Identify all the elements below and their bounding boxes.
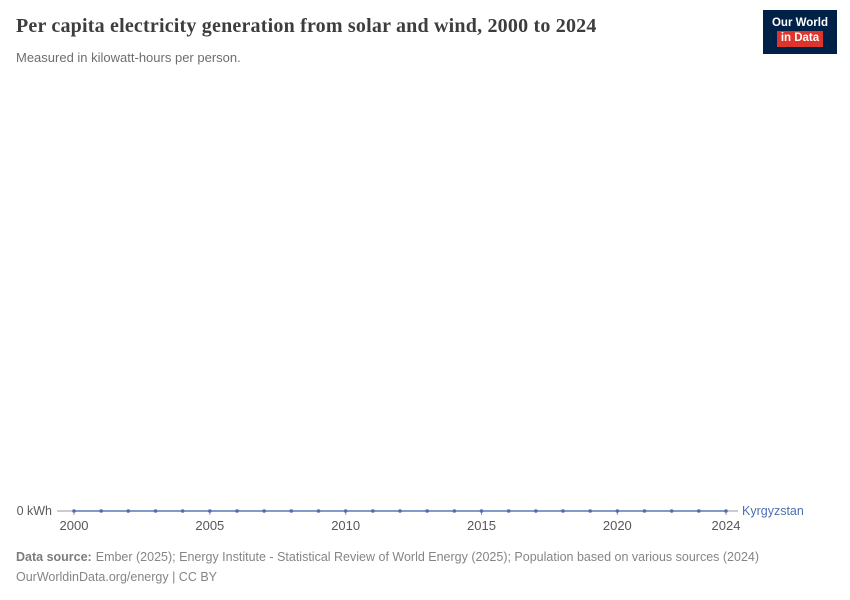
owid-logo-line1: Our World xyxy=(771,17,828,29)
license-line: OurWorldinData.org/energy | CC BY xyxy=(16,570,218,584)
y-axis-zero-label: 0 kWh xyxy=(16,504,52,518)
x-tick-label: 2005 xyxy=(195,518,225,533)
x-tick-label: 2000 xyxy=(59,518,89,533)
owid-logo-line2: in Data xyxy=(772,30,828,47)
datasource-label: Data source: xyxy=(16,550,92,564)
page-title: Per capita electricity generation from s… xyxy=(16,15,597,37)
x-tick-label: 2020 xyxy=(602,518,632,533)
x-axis-ticks: 2000 2005 2010 2015 2020 2024 xyxy=(0,518,850,536)
datasource-text: Ember (2025); Energy Institute - Statist… xyxy=(95,550,760,564)
x-tick-label: 2015 xyxy=(467,518,496,533)
series-label-kyrgyzstan: Kyrgyzstan xyxy=(742,504,804,518)
x-tick-label: 2024 xyxy=(711,518,741,533)
chart-footer: Data source: Ember (2025); Energy Institu… xyxy=(16,547,816,587)
chart-subtitle: Measured in kilowatt-hours per person. xyxy=(16,50,241,65)
owid-logo: Our World in Data xyxy=(762,10,837,54)
x-tick-label: 2010 xyxy=(331,518,361,533)
datasource-line: Data source: Ember (2025); Energy Institu… xyxy=(16,547,816,567)
chart-plot-area[interactable] xyxy=(0,80,850,525)
